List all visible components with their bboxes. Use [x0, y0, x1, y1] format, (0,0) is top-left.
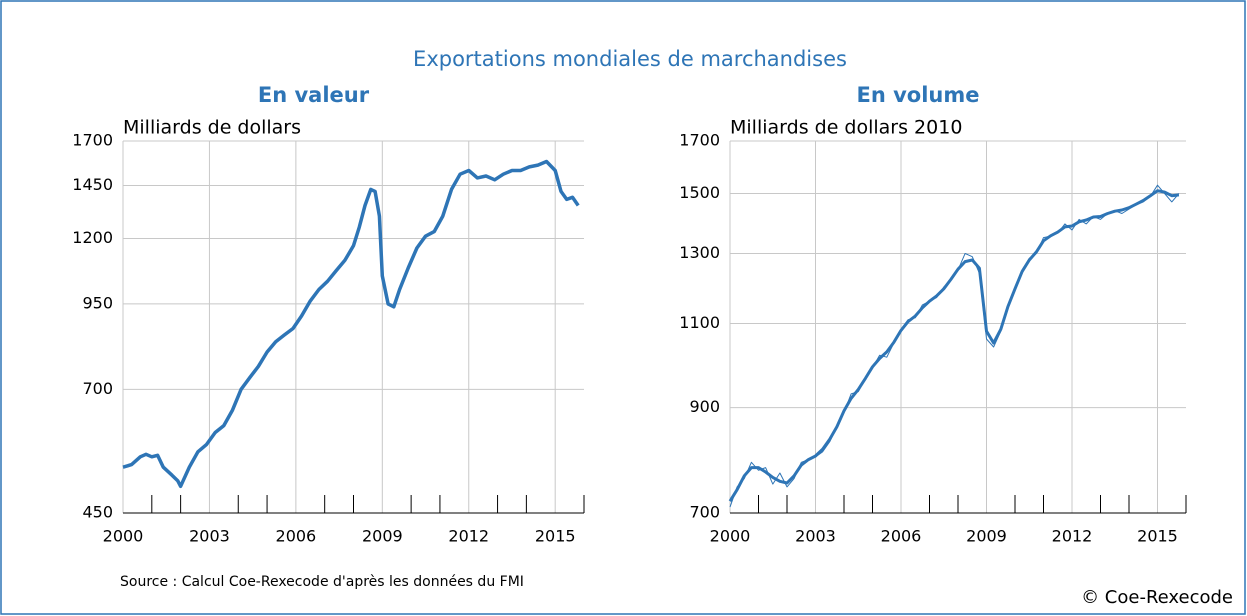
x-tick-label: 2006 [881, 527, 922, 546]
data-line [728, 189, 1180, 502]
x-tick-label: 2000 [103, 527, 144, 546]
y-tick-label: 700 [82, 379, 113, 398]
x-tick-label: 2015 [535, 527, 576, 546]
y-tick-label: 950 [82, 293, 113, 312]
y-tick-label: 1100 [679, 313, 720, 332]
source: Source : Calcul Coe-Rexecode d'après les… [120, 574, 524, 590]
data-line [729, 184, 1180, 508]
y-tick-label: 700 [689, 503, 720, 522]
y-tick-label: 900 [689, 397, 720, 416]
chart-title: En valeur [258, 83, 370, 107]
chart-title: En volume [857, 83, 980, 107]
x-tick-label: 2012 [448, 527, 489, 546]
x-tick-label: 2009 [966, 527, 1007, 546]
figure-title: Exportations mondiales de marchandises [413, 47, 847, 71]
x-tick-label: 2006 [276, 527, 317, 546]
y-tick-label: 450 [82, 503, 113, 522]
x-tick-label: 2012 [1052, 527, 1093, 546]
y-tick-label: 1450 [72, 175, 113, 194]
x-tick-label: 2000 [710, 527, 751, 546]
x-tick-label: 2003 [795, 527, 836, 546]
data-line [122, 159, 580, 489]
y-tick-label: 1500 [679, 183, 720, 202]
y-tick-label: 1700 [679, 131, 720, 150]
y-axis-label: Milliards de dollars [123, 117, 301, 139]
y-tick-label: 1200 [72, 228, 113, 247]
x-tick-label: 2003 [189, 527, 230, 546]
copyright: © Coe-Rexecode [1081, 587, 1233, 608]
y-tick-label: 1300 [679, 243, 720, 262]
x-tick-label: 2009 [362, 527, 403, 546]
y-axis-label: Milliards de dollars 2010 [730, 117, 962, 139]
x-tick-label: 2015 [1137, 527, 1178, 546]
y-tick-label: 1700 [72, 131, 113, 150]
